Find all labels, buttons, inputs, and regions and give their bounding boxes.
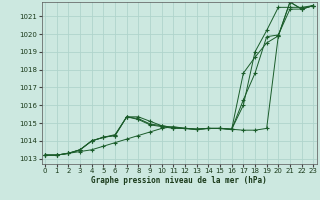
X-axis label: Graphe pression niveau de la mer (hPa): Graphe pression niveau de la mer (hPa) <box>91 176 267 185</box>
